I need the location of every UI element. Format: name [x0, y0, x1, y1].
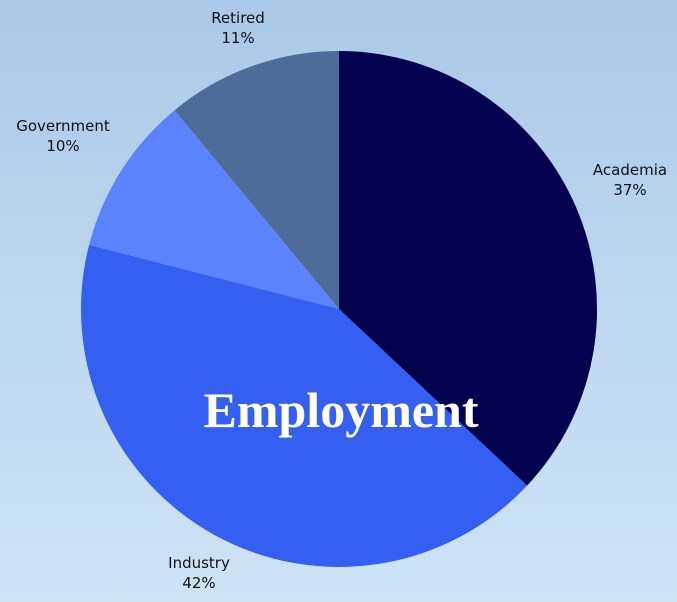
pie-slice-retired [174, 51, 339, 309]
pie-slices [81, 51, 597, 567]
slice-label-government: Government [16, 117, 110, 135]
slice-value-academia: 37% [613, 181, 646, 199]
slice-value-government: 10% [46, 137, 79, 155]
slice-label-retired: Retired [211, 9, 265, 27]
slice-labels: Academia 37% Industry 42% Government 10% Retir… [16, 9, 667, 592]
slice-value-industry: 42% [182, 574, 215, 592]
pie-slice-government [89, 110, 339, 310]
slice-value-retired: 11% [221, 29, 254, 47]
chart-title: Employment [204, 382, 479, 438]
slice-label-academia: Academia [593, 161, 667, 179]
pie-slice-industry [81, 244, 528, 567]
slice-label-industry: Industry [168, 554, 230, 572]
pie-slice-academia [339, 51, 597, 486]
